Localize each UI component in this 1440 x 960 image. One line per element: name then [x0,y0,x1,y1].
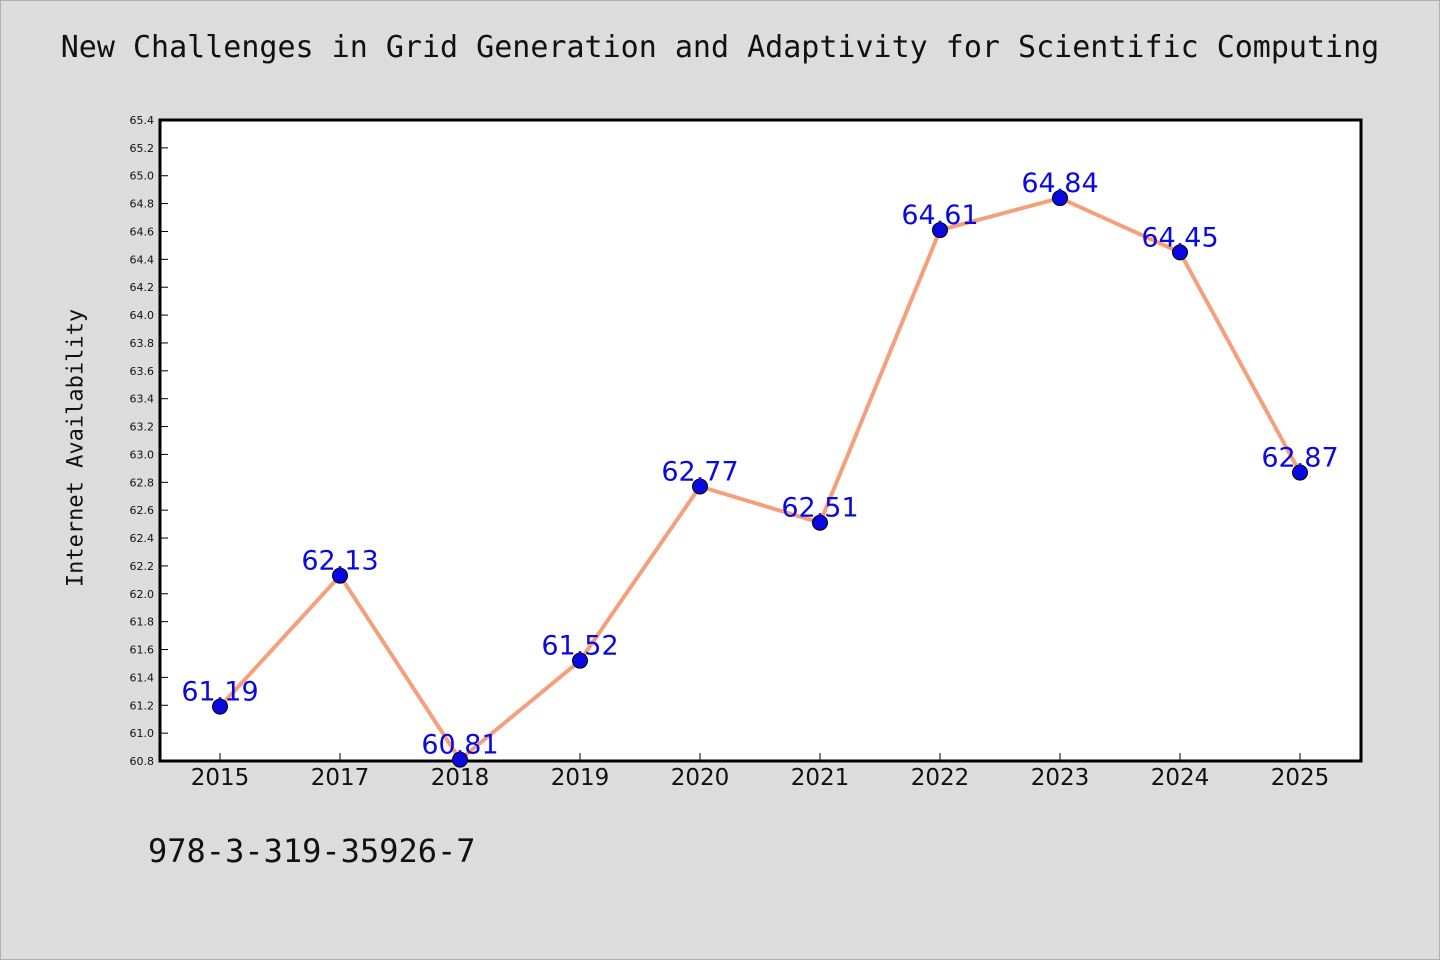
data-label: 61.52 [541,631,618,662]
data-point [1052,190,1068,207]
data-label: 60.81 [421,730,498,761]
y-tick-label: 65.0 [130,170,155,183]
y-tick-label: 63.6 [130,365,155,378]
data-label: 64.84 [1021,168,1098,199]
y-tick-label: 63.8 [130,337,155,350]
x-tick-label: 2015 [191,765,250,791]
y-tick-label: 62.0 [130,588,155,601]
data-point [572,652,588,669]
y-tick-label: 61.8 [130,616,155,629]
y-tick-label: 63.4 [130,393,155,406]
y-tick-label: 65.4 [130,114,155,127]
y-tick-label: 61.0 [130,727,155,740]
x-tick-label: 2021 [791,765,850,791]
x-tick-label: 2023 [1031,765,1090,791]
data-point [1292,464,1308,481]
data-label: 62.13 [301,546,378,577]
x-tick-label: 2017 [311,765,370,791]
y-tick-label: 61.2 [130,699,155,712]
data-point [692,478,708,495]
chart-title: New Challenges in Grid Generation and Ad… [60,30,1380,65]
data-point [332,567,348,584]
isbn-text: 978-3-319-35926-7 [148,832,476,870]
x-tick-label: 2024 [1151,765,1210,791]
y-tick-label: 63.2 [130,421,155,434]
data-point [932,222,948,239]
data-label: 62.87 [1261,443,1338,474]
data-label: 62.77 [661,456,738,487]
data-label: 64.61 [901,200,978,231]
y-tick-label: 62.8 [130,476,155,489]
x-tick-label: 2020 [671,765,730,791]
y-tick-label: 60.8 [130,755,155,768]
data-label: 62.51 [781,493,858,524]
series-line [218,196,1302,762]
y-tick-label: 62.2 [130,560,155,573]
data-point [812,514,828,531]
data-label: 64.45 [1141,222,1218,253]
y-tick-label: 64.2 [130,281,155,294]
data-point [1172,244,1188,261]
x-tick-label: 2018 [431,765,490,791]
x-tick-label: 2025 [1271,765,1330,791]
plot-area [158,118,1363,763]
data-label: 61.19 [181,677,258,708]
data-point [452,751,468,768]
y-tick-label: 64.0 [130,309,155,322]
y-tick-label: 63.0 [130,448,155,461]
y-tick-label: 61.6 [130,644,155,657]
y-tick-label: 65.2 [130,142,155,155]
y-tick-label: 61.4 [130,671,155,684]
x-tick-label: 2022 [911,765,970,791]
y-tick-label: 62.4 [130,532,155,545]
y-tick-label: 64.8 [130,198,155,211]
y-tick-label: 64.6 [130,225,155,238]
y-tick-label: 64.4 [130,253,155,266]
data-point [212,698,228,715]
x-tick-label: 2019 [551,765,610,791]
y-tick-label: 62.6 [130,504,155,517]
